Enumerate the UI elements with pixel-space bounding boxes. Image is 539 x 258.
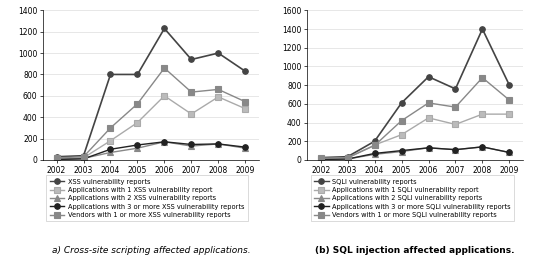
Text: (b) SQL injection affected applications.: (b) SQL injection affected applications. [315,246,515,255]
Legend: XSS vulnerability reports, Applications with 1 XSS vulnerability report, Applica: XSS vulnerability reports, Applications … [46,175,247,221]
Text: a) Cross-site scripting affected applications.: a) Cross-site scripting affected applica… [52,246,250,255]
Legend: SQLI vulnerability reports, Applications with 1 SQLI vulnerability report, Appli: SQLI vulnerability reports, Applications… [310,175,514,221]
